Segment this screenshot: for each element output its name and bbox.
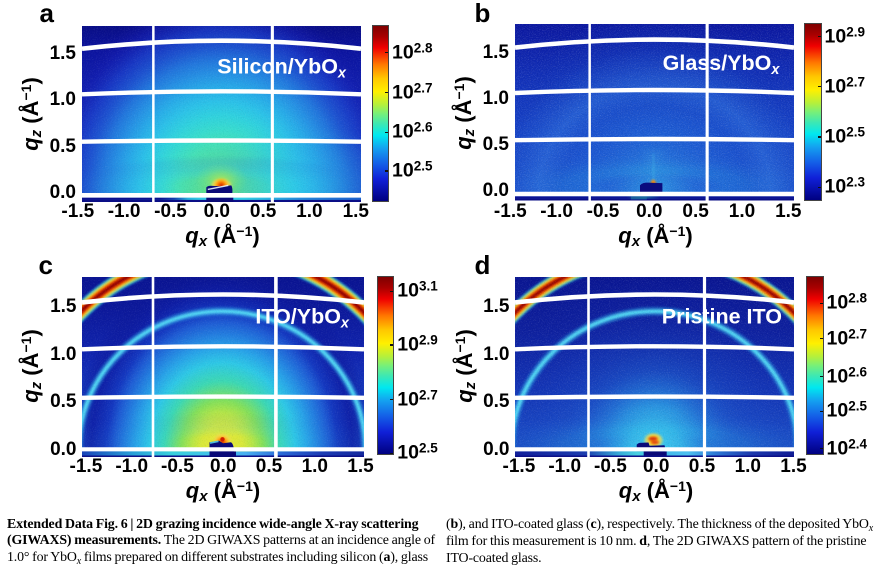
- svg-text:Pristine ITO: Pristine ITO: [662, 304, 782, 328]
- svg-text:Silicon/YbOx: Silicon/YbOx: [217, 55, 347, 82]
- svg-text:ITO/YbOx: ITO/YbOx: [255, 304, 350, 331]
- svg-text:Glass/YbOx: Glass/YbOx: [662, 51, 780, 78]
